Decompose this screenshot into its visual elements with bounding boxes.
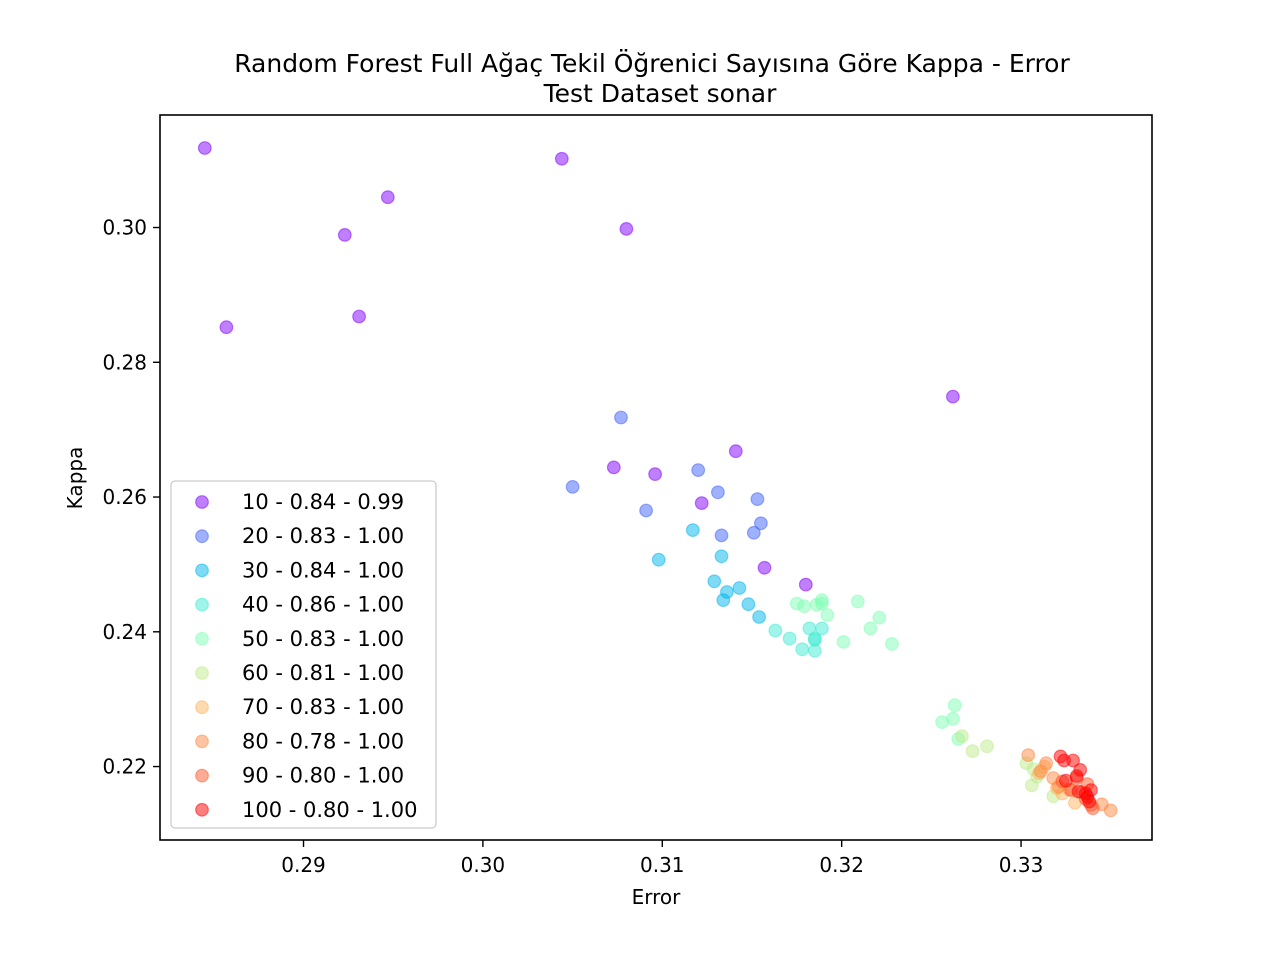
data-point xyxy=(728,444,743,459)
data-point xyxy=(711,485,725,500)
data-point xyxy=(606,460,621,475)
chart-title: Random Forest Full Ağaç Tekil Öğrenici S… xyxy=(234,49,1070,78)
legend-marker xyxy=(195,631,209,646)
data-point xyxy=(795,642,810,657)
data-point xyxy=(750,492,765,507)
legend-label: 30 - 0.84 - 1.00 xyxy=(242,558,404,582)
data-point xyxy=(850,594,865,609)
data-point xyxy=(380,190,395,205)
data-point xyxy=(885,637,899,651)
legend-marker xyxy=(195,597,209,612)
y-axis: 0.22 0.24 0.26 0.28 0.30 xyxy=(102,216,160,779)
data-point xyxy=(741,597,756,612)
data-point xyxy=(554,151,569,166)
legend-box xyxy=(170,480,437,829)
legend: 10 - 0.84 - 0.99 20 - 0.83 - 1.00 30 - 0.8… xyxy=(170,480,437,829)
data-point xyxy=(1103,803,1118,818)
data-point xyxy=(691,463,706,478)
data-point xyxy=(219,320,234,335)
data-point xyxy=(807,643,822,658)
legend-marker xyxy=(195,495,209,509)
y-tick-label: 0.24 xyxy=(102,620,147,644)
data-point xyxy=(746,525,761,540)
data-point xyxy=(965,744,980,758)
data-point xyxy=(752,610,766,624)
data-point xyxy=(651,552,666,567)
data-point xyxy=(714,528,729,543)
x-tick-label: 0.29 xyxy=(281,853,326,877)
legend-marker xyxy=(195,563,209,578)
data-point xyxy=(802,621,817,636)
legend-label: 80 - 0.78 - 1.00 xyxy=(242,729,404,753)
data-point xyxy=(946,711,960,726)
legend-marker xyxy=(195,734,209,749)
data-point xyxy=(1021,748,1036,762)
data-point xyxy=(732,581,747,595)
data-point xyxy=(980,739,994,754)
data-point xyxy=(797,599,811,614)
legend-label: 70 - 0.83 - 1.00 xyxy=(242,695,404,719)
data-point xyxy=(782,631,797,646)
x-tick-label: 0.33 xyxy=(999,853,1044,877)
data-point xyxy=(815,593,829,607)
data-point xyxy=(1066,753,1080,768)
data-point xyxy=(820,608,835,622)
data-point xyxy=(337,227,352,242)
data-point xyxy=(947,698,962,713)
chart-subtitle: Test Dataset sonar xyxy=(543,79,778,108)
data-point xyxy=(798,577,813,592)
data-point xyxy=(619,221,634,236)
legend-label: 50 - 0.83 - 1.00 xyxy=(242,627,404,651)
y-tick-label: 0.28 xyxy=(102,350,147,374)
legend-label: 100 - 0.80 - 1.00 xyxy=(242,798,417,822)
data-point xyxy=(1084,783,1098,797)
plot-frame xyxy=(159,114,1153,841)
x-axis-label: Error xyxy=(632,885,682,909)
x-axis: 0.29 0.30 0.31 0.32 0.33 xyxy=(281,840,1043,877)
data-point xyxy=(685,523,700,537)
legend-marker xyxy=(195,529,209,544)
legend-label: 10 - 0.84 - 0.99 xyxy=(242,490,404,514)
data-point xyxy=(720,585,734,599)
data-point xyxy=(1039,756,1054,771)
data-point xyxy=(872,610,887,625)
data-point xyxy=(1082,794,1097,809)
x-tick-label: 0.30 xyxy=(461,853,506,877)
y-axis-label: Kappa xyxy=(63,447,87,510)
legend-marker xyxy=(195,802,209,817)
legend-label: 90 - 0.80 - 1.00 xyxy=(242,764,404,788)
data-point xyxy=(614,410,628,425)
data-point xyxy=(754,516,768,531)
legend-label: 20 - 0.83 - 1.00 xyxy=(242,524,404,548)
data-point xyxy=(197,141,212,155)
data-point xyxy=(714,549,729,564)
data-point xyxy=(694,496,709,511)
data-point xyxy=(1058,773,1073,788)
x-tick-label: 0.31 xyxy=(640,853,685,877)
data-point xyxy=(815,621,829,636)
y-tick-label: 0.22 xyxy=(102,755,147,779)
data-point xyxy=(707,574,722,589)
legend-marker xyxy=(195,768,209,783)
data-point xyxy=(955,729,969,744)
y-tick-label: 0.30 xyxy=(102,216,147,240)
data-point xyxy=(836,635,851,649)
points-layer xyxy=(197,141,1118,818)
y-tick-label: 0.26 xyxy=(102,485,147,509)
data-point xyxy=(648,467,662,482)
data-point xyxy=(639,503,653,518)
legend-marker xyxy=(195,666,209,680)
data-point xyxy=(757,560,772,575)
data-point xyxy=(565,480,580,494)
data-point xyxy=(863,621,878,636)
data-point xyxy=(946,389,960,404)
x-tick-label: 0.32 xyxy=(819,853,864,877)
legend-label: 60 - 0.81 - 1.00 xyxy=(242,661,404,685)
data-point xyxy=(768,623,783,638)
legend-marker xyxy=(195,700,209,715)
legend-label: 40 - 0.86 - 1.00 xyxy=(242,593,404,617)
data-point xyxy=(352,309,367,324)
